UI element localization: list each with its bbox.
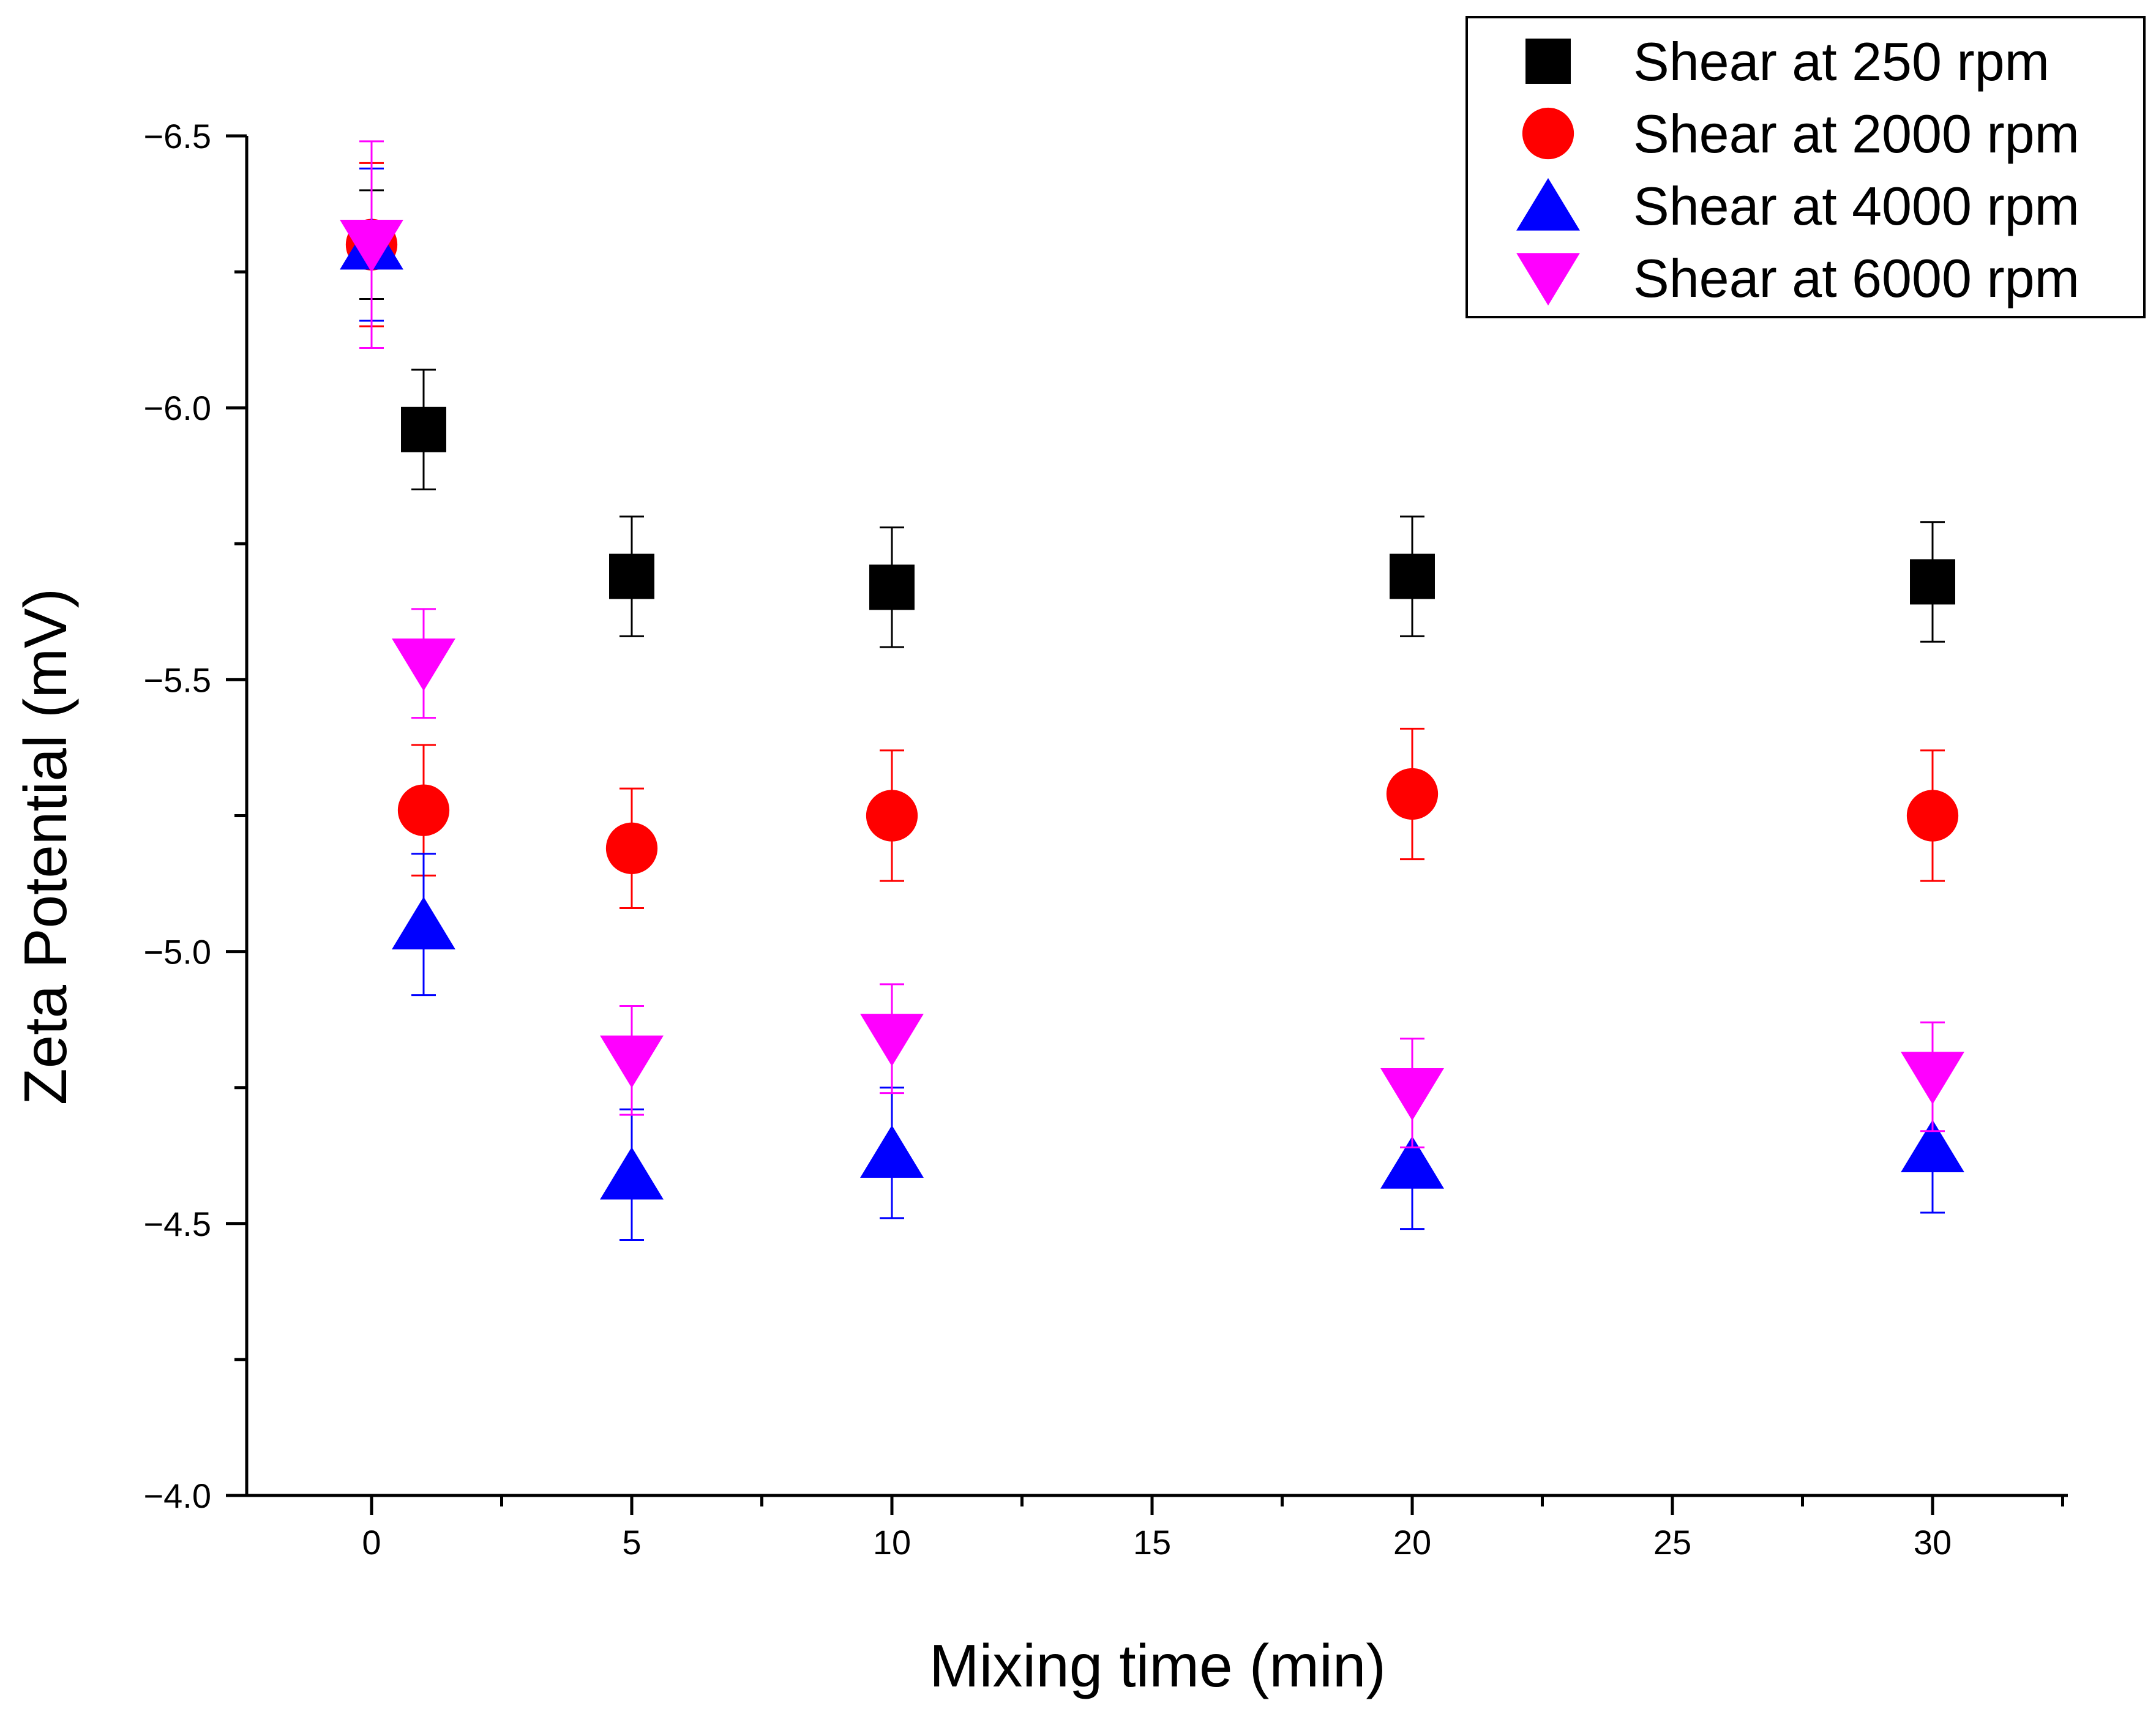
legend: Shear at 250 rpm Shear at 2000 rpm Shear a… <box>1465 16 2146 318</box>
legend-label: Shear at 250 rpm <box>1633 31 2049 92</box>
x-tick-label: 15 <box>1133 1523 1171 1562</box>
x-tick-label: 25 <box>1653 1523 1691 1562</box>
y-tick-label: −6.0 <box>143 389 211 427</box>
data-point <box>1386 768 1439 820</box>
data-point <box>600 1147 664 1200</box>
y-axis-title: Zeta Potential (mV) <box>12 588 79 1105</box>
legend-label: Shear at 6000 rpm <box>1633 248 2079 309</box>
data-point <box>1906 790 1959 842</box>
legend-marker <box>1522 107 1574 160</box>
legend-label: Shear at 2000 rpm <box>1633 103 2079 164</box>
series-3 <box>340 167 1964 1241</box>
x-tick-label: 0 <box>362 1523 381 1562</box>
y-tick-label: −4.5 <box>143 1205 211 1243</box>
y-tick-label: −5.0 <box>143 933 211 971</box>
x-tick-label: 20 <box>1393 1523 1431 1562</box>
data-point <box>600 1035 664 1088</box>
series-1 <box>349 189 1955 648</box>
legend-label: Shear at 4000 rpm <box>1633 176 2079 236</box>
data-point <box>860 1125 924 1178</box>
data-point <box>609 553 654 599</box>
legend-marker <box>1516 178 1580 231</box>
legend-marker <box>1516 253 1580 306</box>
data-point <box>401 406 446 452</box>
y-tick-label: −5.5 <box>143 661 211 699</box>
data-point <box>1390 553 1435 599</box>
data-point <box>392 897 455 949</box>
data-point <box>392 638 455 691</box>
data-point <box>1901 1052 1964 1105</box>
data-point <box>869 564 915 610</box>
data-point <box>1901 1120 1964 1173</box>
data-point <box>866 790 918 842</box>
y-tick-label: −6.5 <box>143 117 211 155</box>
x-axis-title: Mixing time (min) <box>929 1632 1386 1699</box>
axes: −6.5 −6.0 −5.5 −5.0 −4.5 −4.0 0 5 10 15 20 25 30 <box>143 117 2068 1562</box>
legend-box <box>1465 16 2146 318</box>
legend-marker <box>1525 39 1571 84</box>
x-tick-label: 30 <box>1914 1523 1952 1562</box>
data-point <box>340 220 403 272</box>
y-tick-label: −4.0 <box>143 1476 211 1515</box>
plot-area <box>340 140 1964 1241</box>
data-point <box>1380 1136 1444 1189</box>
x-tick-label: 10 <box>873 1523 911 1562</box>
data-point <box>397 784 450 836</box>
x-tick-label: 5 <box>622 1523 641 1562</box>
data-point <box>1380 1068 1444 1121</box>
data-point <box>605 822 658 874</box>
data-point <box>860 1014 924 1066</box>
series-4 <box>340 140 1964 1148</box>
data-point <box>1910 559 1955 605</box>
